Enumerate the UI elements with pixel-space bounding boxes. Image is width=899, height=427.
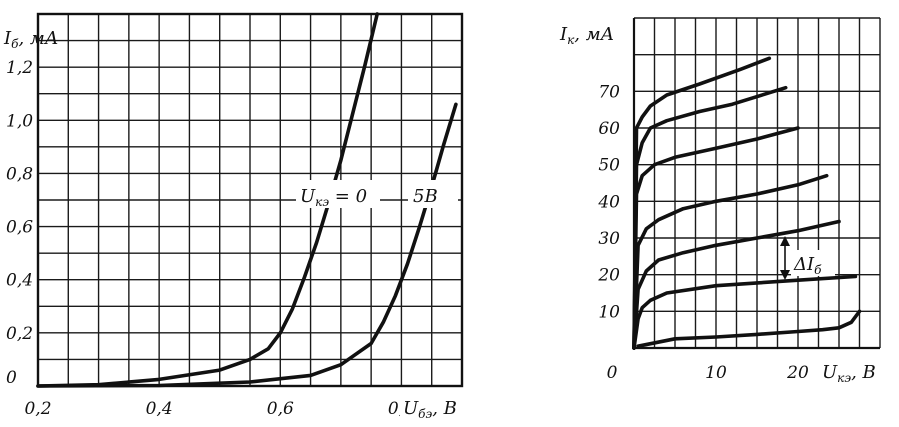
chart2-x-tick-label: 0 <box>607 363 618 383</box>
input-characteristics-chart: 00,20,40,60,81,01,2 0,20,40,60,8 Iб, мА … <box>3 12 470 421</box>
chart2-curves <box>632 56 862 350</box>
chart2-series-2 <box>632 219 841 350</box>
chart1-grid <box>38 14 462 386</box>
chart2-y-tick-label: 10 <box>598 302 620 322</box>
chart2-series-1 <box>632 274 858 350</box>
chart1-x-tick-labels: 0,20,40,60,8 <box>24 399 415 419</box>
chart1-curve-label-5v: 5В <box>413 186 438 207</box>
chart1-y-tick-label: 0,2 <box>6 324 33 344</box>
chart2-x-tick-label: 20 <box>786 363 809 383</box>
chart1-y-tick-label: 1,0 <box>6 111 33 131</box>
chart1-y-tick-label: 1,2 <box>6 58 33 78</box>
chart1-x-axis-label: Uбэ, В <box>403 398 457 421</box>
chart1-series-0 <box>36 12 379 388</box>
chart1-y-tick-label: 0 <box>6 368 17 388</box>
chart2-y-tick-label: 20 <box>597 266 620 286</box>
chart2-series-5 <box>632 85 788 350</box>
chart2-x-tick-labels: 0 10 20 <box>607 363 809 383</box>
chart1-xlabel-bg <box>400 392 470 418</box>
chart1-frame <box>36 12 464 388</box>
chart2-y-tick-label: 60 <box>598 119 620 139</box>
chart1-curve-label-bg <box>296 180 380 208</box>
delta-ib-arrow <box>780 236 790 280</box>
chart2-y-tick-labels: 10 20 30 40 50 60 70 <box>597 82 620 322</box>
output-characteristics-chart: 10 20 30 40 50 60 70 0 10 20 Iк, мА Uкэ, В ΔIб <box>556 14 892 385</box>
chart2-ylabel-bg <box>556 14 632 48</box>
chart1-y-tick-label: 0,6 <box>6 218 33 238</box>
chart2-xlabel-bg <box>818 356 892 384</box>
chart2-x-tick-label: 10 <box>705 363 727 383</box>
chart2-y-tick-label: 40 <box>597 192 620 212</box>
delta-label-bg <box>791 250 835 276</box>
chart1-y-tick-labels: 0 0,2 0,4 0,6 0,8 1,0 1,2 <box>6 58 33 388</box>
chart1-x-tick-label: 0,6 <box>267 399 294 419</box>
delta-ib-label: ΔIб <box>793 254 822 277</box>
chart1-curve-label2-bg <box>408 180 458 208</box>
chart2-series-6 <box>632 56 772 350</box>
chart1-curve-label-uke0: Uкэ = 0 <box>300 186 367 209</box>
chart1-x-tick-label: 0,2 <box>24 399 51 419</box>
chart2-y-tick-label: 30 <box>598 229 620 249</box>
chart1-y-axis-label: Iб, мА <box>3 28 58 51</box>
chart2-y-tick-label: 50 <box>598 156 620 176</box>
chart2-y-axis-label: Iк, мА <box>559 24 614 47</box>
chart1-y-tick-label: 0,8 <box>6 164 33 184</box>
chart2-x-axis-label: Uкэ, В <box>822 362 876 385</box>
chart1-y-tick-label: 0,4 <box>6 271 33 291</box>
chart2-grid <box>634 17 881 348</box>
chart2-series-0 <box>636 309 862 348</box>
chart1-x-tick-label: 0,4 <box>146 399 173 419</box>
chart2-series-3 <box>632 173 829 350</box>
chart2-y-tick-label: 70 <box>598 82 620 102</box>
